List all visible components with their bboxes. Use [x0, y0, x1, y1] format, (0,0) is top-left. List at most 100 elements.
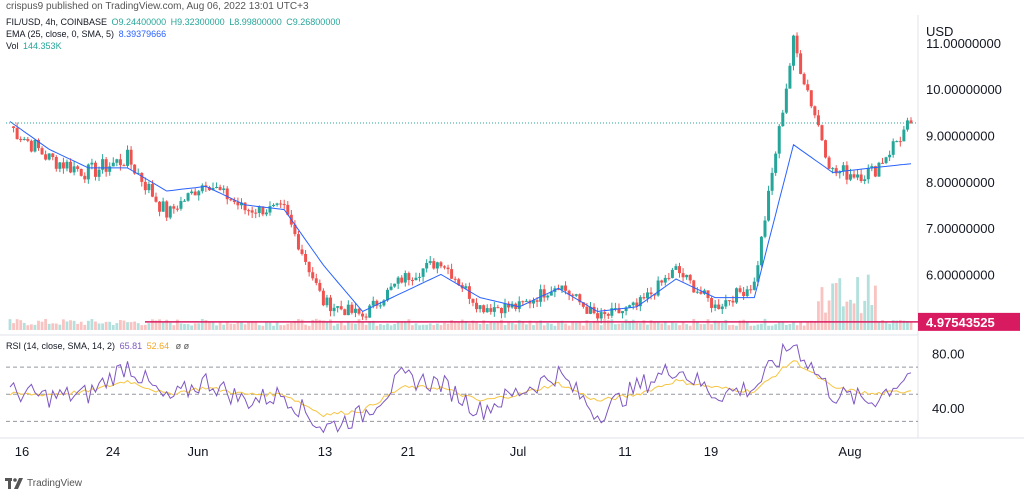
volume-bar — [752, 325, 756, 330]
candle-body — [15, 128, 19, 140]
volume-bar — [97, 323, 101, 330]
support-price-label: 4.97543525 — [926, 315, 995, 330]
volume-bar — [250, 321, 254, 330]
candle-body — [353, 308, 357, 313]
volume-bar — [407, 319, 411, 330]
volume-bar — [621, 323, 624, 330]
volume-bar — [503, 325, 507, 330]
volume-bar — [147, 323, 151, 330]
volume-bar — [695, 321, 699, 330]
volume-bar — [190, 325, 194, 330]
candle-body — [272, 204, 276, 207]
volume-bar — [361, 321, 364, 330]
volume-bar — [300, 319, 304, 330]
volume-bar — [411, 325, 414, 330]
volume-bar — [906, 320, 909, 330]
candle-body — [175, 208, 179, 210]
candles — [12, 32, 913, 324]
ema-line — [9, 121, 912, 313]
candle-body — [339, 306, 343, 310]
rsi-line — [9, 342, 912, 434]
volume-bar — [403, 322, 407, 330]
candle-body — [418, 276, 422, 278]
volume-bar — [724, 319, 728, 330]
volume-bar — [22, 322, 26, 330]
candle-body — [435, 262, 439, 269]
volume-bar — [286, 323, 290, 330]
candle-body — [382, 300, 386, 306]
volume-bar — [877, 321, 881, 330]
candle-body — [891, 141, 895, 155]
candle-body — [421, 268, 425, 277]
candle-body — [738, 288, 742, 292]
volume-bar — [215, 325, 218, 330]
candle-body — [350, 304, 354, 313]
candle-body — [385, 289, 389, 301]
candle-body — [877, 162, 881, 177]
legend-vol-label[interactable]: Vol — [6, 41, 19, 51]
candle-body — [720, 306, 724, 310]
volume-bar — [26, 325, 30, 330]
volume-bar — [720, 323, 724, 330]
volume-bar — [717, 321, 721, 330]
candle-body — [606, 314, 610, 316]
candle-body — [624, 307, 628, 312]
volume-bar — [617, 323, 621, 330]
candle-body — [343, 309, 347, 316]
price-axis-tick: 8.00000000 — [926, 175, 995, 190]
volume-bar — [571, 322, 575, 330]
candle-body — [90, 162, 94, 165]
candle-body — [111, 162, 115, 167]
candle-body — [895, 141, 899, 143]
candle-body — [396, 277, 400, 284]
candle-body — [471, 298, 475, 303]
volume-bar — [873, 285, 877, 330]
candle-body — [535, 300, 539, 302]
candle-body — [307, 261, 311, 273]
volume-bar — [795, 325, 799, 330]
volume-bar — [564, 323, 567, 330]
volume-bar — [364, 324, 368, 330]
candle-body — [578, 294, 582, 303]
candle-body — [86, 164, 90, 180]
candle-body — [731, 300, 735, 303]
candle-body — [556, 288, 560, 290]
candle-body — [361, 313, 365, 317]
volume-bar — [133, 321, 137, 330]
candle-body — [403, 273, 407, 283]
volume-bar — [517, 320, 521, 330]
volume-bar — [240, 321, 243, 330]
volume-bar — [471, 320, 475, 330]
candle-body — [428, 261, 432, 263]
candle-body — [36, 139, 40, 149]
candle-body — [140, 172, 144, 182]
candle-body — [816, 115, 820, 126]
tradingview-logo-icon — [5, 478, 23, 489]
volume-bar — [806, 321, 810, 330]
candle-body — [475, 302, 479, 310]
volume-bar — [489, 321, 493, 330]
legend-rsi-label[interactable]: RSI (14, close, SMA, 14, 2) — [6, 341, 116, 351]
volume-bar — [382, 324, 386, 330]
legend-open: O9.24400000 — [111, 17, 167, 27]
volume-bar — [524, 324, 528, 330]
tradingview-footer: TradingView — [5, 478, 82, 489]
candle-body — [560, 285, 564, 290]
volume-bar — [642, 320, 646, 330]
volume-bar — [895, 320, 899, 330]
candle-body — [845, 165, 849, 180]
volume-bar — [400, 322, 404, 330]
candle-body — [489, 308, 493, 312]
volume-bar — [357, 319, 361, 330]
legend-symbol[interactable]: FIL/USD, 4h, COINBASE — [6, 17, 108, 27]
candle-body — [574, 294, 578, 296]
legend-ema-label[interactable]: EMA (25, close, 0, SMA, 5) — [6, 29, 115, 39]
volume-bar — [863, 300, 867, 330]
volume-bar — [378, 324, 382, 330]
candle-body — [503, 303, 507, 314]
volume-bar — [151, 319, 154, 330]
volume-bar — [649, 320, 653, 330]
volume-bar — [51, 323, 55, 330]
tradingview-brand[interactable]: TradingView — [27, 478, 83, 489]
